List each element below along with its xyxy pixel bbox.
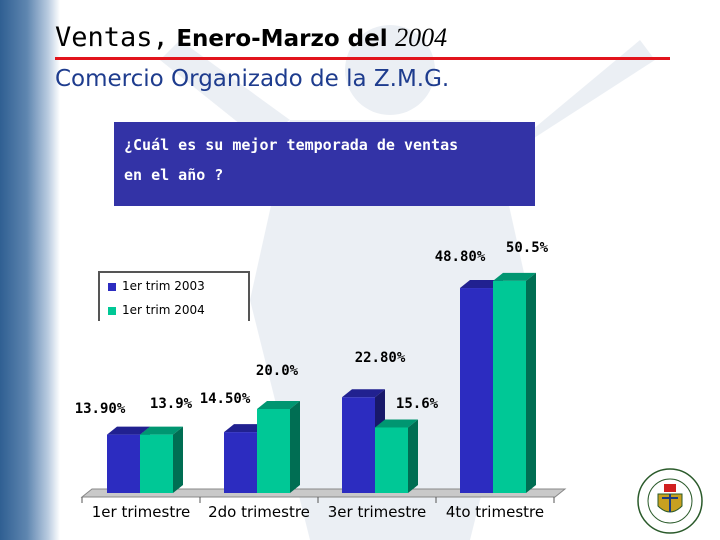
bar-0-2 xyxy=(342,397,375,493)
bar-top-0-2 xyxy=(342,389,385,398)
bar-0-1 xyxy=(224,432,257,493)
bar-0-0 xyxy=(107,434,140,493)
data-label: 13.90% xyxy=(75,401,126,417)
bar-1-3 xyxy=(493,280,526,493)
legend-swatch-2004 xyxy=(108,307,116,315)
bar-top-1-1 xyxy=(257,401,300,409)
x-tick-label: 1er trimestre xyxy=(92,503,191,521)
bar-top-0-0 xyxy=(107,426,150,435)
data-label: 13.9% xyxy=(150,396,193,412)
data-label: 22.80% xyxy=(355,350,406,366)
legend-item-2003: 1er trim 2003 xyxy=(108,279,205,293)
chart-floor xyxy=(80,488,567,498)
bar-1-1 xyxy=(257,409,290,493)
x-tick-label: 3er trimestre xyxy=(328,503,427,521)
title-part1: Ventas, xyxy=(55,22,169,53)
data-label: 15.6% xyxy=(396,396,439,412)
title-underline xyxy=(55,57,670,60)
chart-legend: 1er trim 2003 1er trim 2004 xyxy=(98,271,250,321)
bar-1-0 xyxy=(140,434,173,493)
legend-label-2004: 1er trim 2004 xyxy=(122,303,205,317)
x-tick-label: 4to trimestre xyxy=(446,503,544,521)
bar-top-0-1 xyxy=(224,424,267,433)
bar-side-1-2 xyxy=(408,419,418,493)
left-gradient-band xyxy=(0,0,60,540)
title-part3: 2004 xyxy=(395,23,448,52)
bar-side-1-1 xyxy=(290,401,300,493)
legend-item-2004: 1er trim 2004 xyxy=(108,303,205,317)
data-label: 14.50% xyxy=(200,391,251,407)
bar-side-1-3 xyxy=(526,272,536,493)
bar-top-1-2 xyxy=(375,419,418,428)
bar-top-1-0 xyxy=(140,426,183,435)
slide-subtitle: Comercio Organizado de la Z.M.G. xyxy=(55,66,450,92)
data-label: 48.80% xyxy=(435,249,486,265)
title-part2: Enero-Marzo del xyxy=(176,26,388,52)
bar-0-3 xyxy=(460,288,493,493)
question-box: ¿Cuál es su mejor temporada de ventas en… xyxy=(114,122,535,206)
legend-label-2003: 1er trim 2003 xyxy=(122,279,205,293)
bar-top-0-3 xyxy=(460,280,503,289)
camara-de-comercio-seal xyxy=(637,468,703,534)
legend-swatch-2003 xyxy=(108,283,116,291)
bar-top-1-3 xyxy=(493,272,536,281)
question-line-1: ¿Cuál es su mejor temporada de ventas xyxy=(124,136,459,154)
x-tick-label: 2do trimestre xyxy=(208,503,310,521)
question-line-2: en el año ? xyxy=(124,166,224,184)
slide-title: Ventas, Enero-Marzo del 2004 xyxy=(55,22,447,53)
data-label: 50.5% xyxy=(506,240,549,256)
bar-1-2 xyxy=(375,427,408,493)
bar-side-1-0 xyxy=(173,426,183,493)
data-label: 20.0% xyxy=(256,363,299,379)
